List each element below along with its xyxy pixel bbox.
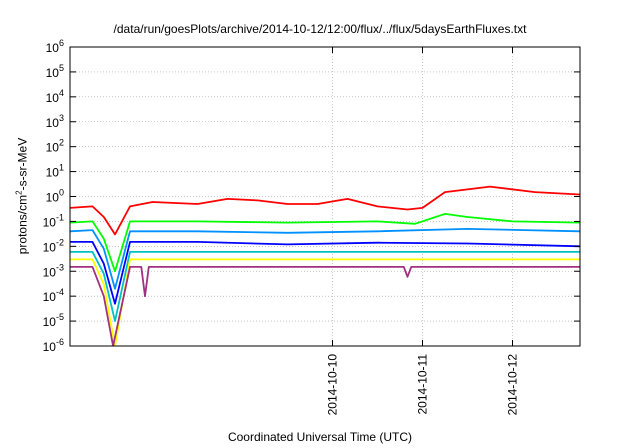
y-axis-label-pre: protons/cm (15, 194, 30, 255)
series-line-4 (70, 241, 580, 305)
y-tick-label: 100 (46, 188, 64, 205)
series-group (70, 185, 580, 346)
y-tick-label: 10-2 (43, 237, 64, 254)
x-tick-label: 2014-10-11 (416, 354, 430, 415)
y-axis-label-sup: 2 (14, 190, 24, 195)
y-tick-label-base: 10 (43, 215, 57, 229)
y-tick-label-base: 10 (46, 66, 60, 80)
y-tick-label-exp: 4 (59, 88, 64, 98)
y-tick-label-exp: -2 (56, 237, 64, 247)
y-tick-label-exp: 1 (59, 163, 64, 173)
y-tick-label-base: 10 (43, 290, 57, 304)
series-line-5 (70, 251, 580, 322)
y-tick-label-base: 10 (46, 91, 60, 105)
series-line-2 (70, 213, 580, 273)
y-tick-label-exp: -6 (56, 337, 64, 347)
y-axis-label: protons/cm2-s-sr-MeV (15, 138, 30, 254)
y-tick-label-base: 10 (43, 340, 57, 354)
chart-title: /data/run/goesPlots/archive/2014-10-12/1… (113, 22, 527, 36)
y-tick-label: 105 (46, 63, 64, 80)
y-tick-label-base: 10 (46, 166, 60, 180)
x-axis-label: Coordinated Universal Time (UTC) (227, 430, 413, 444)
y-tick-label-exp: 2 (59, 138, 64, 148)
y-tick-label-exp: 0 (59, 188, 64, 198)
y-tick-label: 10-6 (43, 337, 64, 354)
series-line-3 (70, 228, 580, 290)
y-tick-label-exp: 3 (59, 113, 64, 123)
y-tick-label-base: 10 (43, 240, 57, 254)
y-tick-label: 10-1 (43, 212, 64, 229)
y-tick-label: 106 (46, 38, 64, 55)
y-tick-label: 10-4 (43, 287, 64, 304)
y-tick-label-base: 10 (46, 116, 60, 130)
axes: 10-610-510-410-310-210-11001011021031041… (43, 38, 580, 416)
y-tick-label: 101 (46, 163, 64, 180)
y-tick-label-exp: -1 (56, 212, 64, 222)
series-line-6 (70, 258, 580, 346)
series-line-7 (70, 266, 580, 346)
y-axis-label-post: -s-sr-MeV (15, 137, 30, 191)
y-tick-label: 104 (46, 88, 64, 105)
y-tick-label: 10-3 (43, 262, 64, 279)
y-tick-label-base: 10 (46, 191, 60, 205)
y-tick-label-exp: 5 (59, 63, 64, 73)
grid (70, 47, 580, 346)
y-tick-label: 10-5 (43, 312, 64, 329)
y-tick-label-base: 10 (46, 41, 60, 55)
y-tick-label: 103 (46, 113, 64, 130)
series-line-1 (70, 185, 580, 236)
y-tick-label-exp: -4 (56, 287, 64, 297)
y-tick-label-exp: 6 (59, 38, 64, 48)
y-tick-label-base: 10 (46, 141, 60, 155)
x-tick-label: 2014-10-10 (326, 354, 340, 416)
y-tick-label: 102 (46, 138, 64, 155)
x-tick-label: 2014-10-12 (506, 354, 520, 416)
y-tick-label-exp: -3 (56, 262, 64, 272)
y-tick-label-base: 10 (43, 265, 57, 279)
y-tick-label-base: 10 (43, 315, 57, 329)
y-tick-label-exp: -5 (56, 312, 64, 322)
